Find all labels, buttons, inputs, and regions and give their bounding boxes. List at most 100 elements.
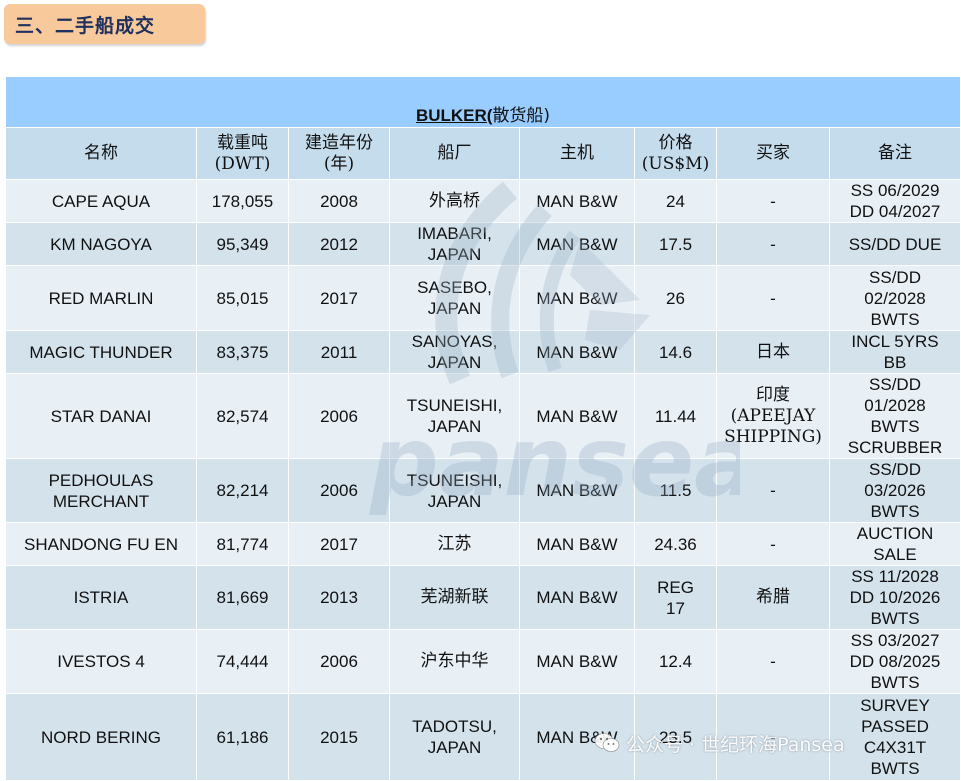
cell-year: 2006: [288, 373, 390, 459]
cell-name: KM NAGOYA: [5, 222, 197, 266]
cell-line: 印度: [756, 384, 790, 405]
cell-line: SANOYAS,: [411, 332, 498, 351]
cell-line: AUCTION: [856, 524, 934, 543]
cell-line: JAPAN: [427, 417, 482, 436]
cell-dwt: 82,214: [196, 458, 289, 523]
cell-line: 外高桥: [429, 190, 480, 211]
section-tab: 三、二手船成交: [4, 4, 205, 44]
cell-line: 沪东中华: [420, 651, 489, 671]
cell-price: 12.4: [634, 629, 717, 694]
cell-line: -: [770, 288, 776, 308]
cell-dwt: 95,349: [196, 222, 289, 266]
cell-buyer: -: [716, 179, 830, 223]
cell-line: 12.4: [658, 652, 693, 671]
cell-line: -: [770, 234, 776, 254]
header-price: 价格 (US$M): [634, 127, 717, 180]
header-name: 名称: [5, 127, 197, 180]
cell-year: 2013: [288, 565, 390, 630]
cell-price: 24.36: [634, 522, 717, 566]
cell-line: 26: [666, 288, 685, 308]
cell-remark: SS 06/2029 DD 04/2027: [828, 179, 961, 223]
cell-yard: 沪东中华: [389, 629, 520, 694]
cell-name: MAGIC THUNDER: [5, 330, 197, 374]
cell-line: NORD BERING: [41, 727, 161, 747]
cell-line: 17: [666, 598, 685, 618]
cell-line: (年): [323, 153, 355, 174]
cell-line: BWTS: [870, 502, 920, 521]
cell-line: 24: [666, 191, 685, 211]
table-row: CAPE AQUA 178,055 2008 外高桥 MAN B&W 24 - SS 06/2…: [5, 179, 961, 223]
cell-dwt: 74,444: [196, 629, 289, 694]
header-year: 建造年份 (年): [288, 127, 390, 180]
cell-yard: SANOYAS, JAPAN: [389, 330, 520, 374]
cell-line: SALE: [873, 545, 917, 564]
cell-line: BB: [883, 353, 907, 372]
cell-yard: 芜湖新联: [389, 565, 520, 630]
header-engine: 主机: [519, 127, 635, 180]
cell-line: 芜湖新联: [420, 587, 489, 607]
cell-line: BWTS: [870, 417, 920, 436]
cell-line: -: [770, 191, 776, 211]
cell-line: -: [770, 727, 776, 747]
cell-line: BWTS: [870, 673, 920, 692]
cell-line: DD 08/2025: [849, 652, 941, 671]
cell-line: TSUNEISHI,: [406, 396, 503, 415]
cell-line: -: [770, 481, 776, 500]
cell-name: PEDHOULAS MERCHANT: [5, 458, 197, 523]
cell-line: MERCHANT: [52, 491, 150, 511]
cell-line: SS/DD DUE: [848, 234, 942, 254]
cell-line: 11.44: [654, 406, 697, 426]
cell-line: TADOTSU,: [412, 717, 497, 736]
cell-name: RED MARLIN: [5, 265, 197, 331]
section-title: 三、二手船成交: [15, 14, 156, 37]
cell-line: MAGIC THUNDER: [29, 342, 173, 362]
cell-remark: SS/DD 02/2028 BWTS: [828, 265, 961, 331]
cell-line: 17.5: [658, 234, 693, 254]
table-row: PEDHOULAS MERCHANT 82,214 2006 TSUNEISHI, JAP…: [5, 458, 961, 523]
header-remark: 备注: [828, 127, 961, 180]
cell-dwt: 61,186: [196, 693, 289, 781]
table-header-row: 名称 载重吨 (DWT) 建造年份 (年) 船厂 主机 价格 (US$M) 买家 备注: [5, 127, 961, 180]
cell-engine: MAN B&W: [519, 693, 635, 781]
cell-yard: TSUNEISHI, JAPAN: [389, 458, 520, 523]
cell-dwt: 83,375: [196, 330, 289, 374]
cell-line: JAPAN: [427, 491, 482, 511]
cell-line: 备注: [878, 143, 912, 163]
cell-line: JAPAN: [427, 738, 482, 757]
cell-line: (APEEJAY: [730, 405, 816, 426]
cell-line: 01/2028: [864, 396, 926, 415]
cell-buyer: -: [716, 522, 830, 566]
cell-price: 17.5: [634, 222, 717, 266]
cell-line: CAPE AQUA: [51, 191, 151, 211]
table-row: STAR DANAI 82,574 2006 TSUNEISHI, JAPAN MAN B…: [5, 373, 961, 459]
cell-yard: 江苏: [389, 522, 520, 566]
cell-engine: MAN B&W: [519, 522, 635, 566]
cell-line: PASSED: [861, 717, 929, 736]
table-row: ISTRIA 81,669 2013 芜湖新联 MAN B&W REG 17 希腊 SS 11/…: [5, 565, 961, 630]
cell-line: 船厂: [437, 143, 472, 163]
cell-name: ISTRIA: [5, 565, 197, 630]
cell-price: REG 17: [634, 565, 717, 630]
cell-line: 买家: [756, 143, 790, 163]
cell-yard: SASEBO, JAPAN: [389, 265, 520, 331]
cell-line: RED MARLIN: [48, 288, 154, 308]
cell-buyer: -: [716, 265, 830, 331]
cell-line: JAPAN: [427, 353, 482, 372]
cell-line: -: [770, 534, 776, 554]
header-dwt: 载重吨 (DWT): [196, 127, 289, 180]
cell-remark: INCL 5YRS BB: [828, 330, 961, 374]
cell-line: 建造年份: [305, 132, 373, 153]
header-shipyard: 船厂: [389, 127, 520, 180]
cell-dwt: 81,774: [196, 522, 289, 566]
cell-name: SHANDONG FU EN: [5, 522, 197, 566]
cell-line: DD 04/2027: [849, 202, 941, 221]
cell-line: STAR DANAI: [50, 406, 152, 426]
cell-engine: MAN B&W: [519, 565, 635, 630]
cell-engine: MAN B&W: [519, 629, 635, 694]
banner-title-zh: 散货船): [492, 106, 551, 126]
cell-remark: SURVEY PASSED C4X31T BWTS: [828, 693, 961, 781]
cell-line: 载重吨: [217, 132, 268, 153]
cell-line: KM NAGOYA: [50, 234, 152, 254]
cell-yard: TADOTSU, JAPAN: [389, 693, 520, 781]
cell-price: 26: [634, 265, 717, 331]
